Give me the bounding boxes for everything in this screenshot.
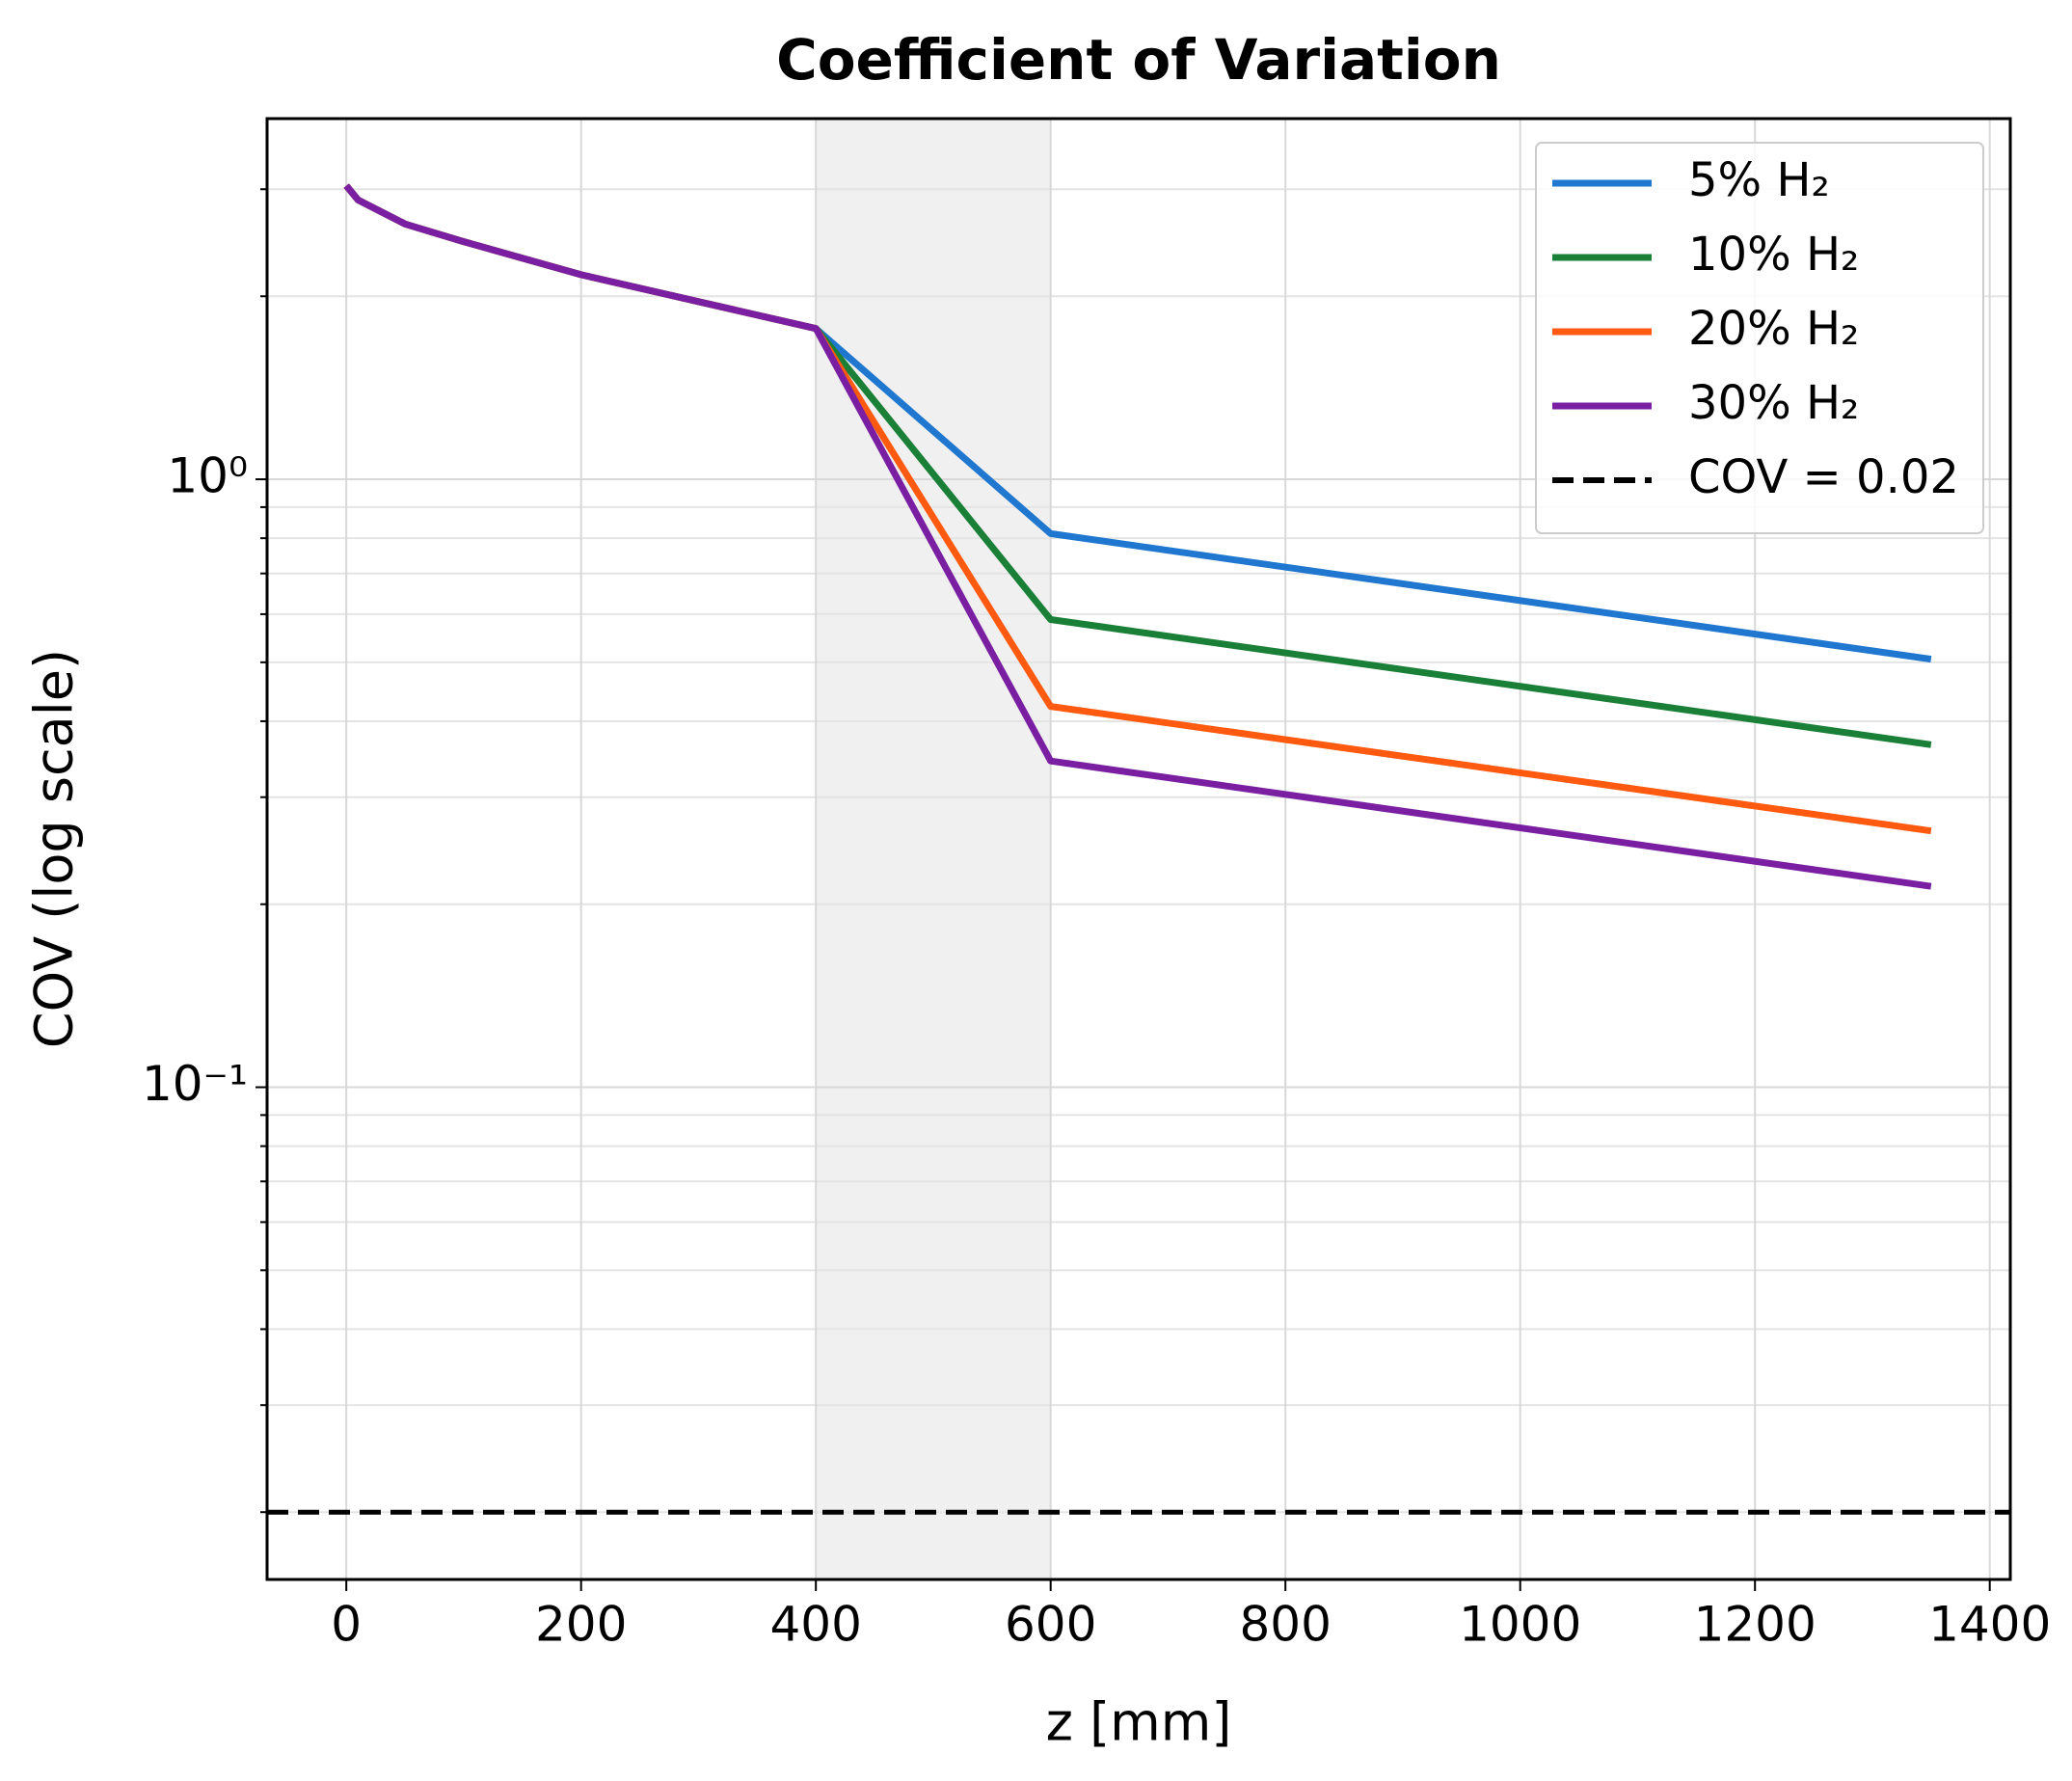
x-tick-label: 800 bbox=[1239, 1597, 1331, 1653]
legend-label: 30% H₂ bbox=[1688, 376, 1859, 430]
x-tick-label: 1200 bbox=[1694, 1597, 1816, 1653]
shaded-span bbox=[816, 119, 1051, 1579]
y-tick-label: 10⁻¹ bbox=[142, 1056, 248, 1112]
legend-box bbox=[1535, 142, 1984, 534]
series-line bbox=[343, 183, 1932, 890]
x-axis-label: z [mm] bbox=[1046, 1692, 1232, 1753]
legend-label: COV = 0.02 bbox=[1688, 450, 1959, 504]
legend-label: 10% H₂ bbox=[1688, 228, 1859, 282]
legend-label: 20% H₂ bbox=[1688, 302, 1859, 356]
legend-label: 5% H₂ bbox=[1688, 153, 1830, 207]
x-tick-label: 400 bbox=[769, 1597, 861, 1653]
x-tick-label: 1000 bbox=[1459, 1597, 1581, 1653]
x-tick-label: 0 bbox=[331, 1597, 362, 1653]
x-tick-label: 200 bbox=[535, 1597, 627, 1653]
y-axis-label: COV (log scale) bbox=[24, 649, 85, 1048]
y-tick-label: 10⁰ bbox=[167, 448, 248, 504]
x-tick-label: 1400 bbox=[1928, 1597, 2051, 1653]
x-tick-label: 600 bbox=[1005, 1597, 1096, 1653]
chart-title: Coefficient of Variation bbox=[776, 27, 1501, 93]
axes-frame bbox=[265, 117, 2012, 1581]
